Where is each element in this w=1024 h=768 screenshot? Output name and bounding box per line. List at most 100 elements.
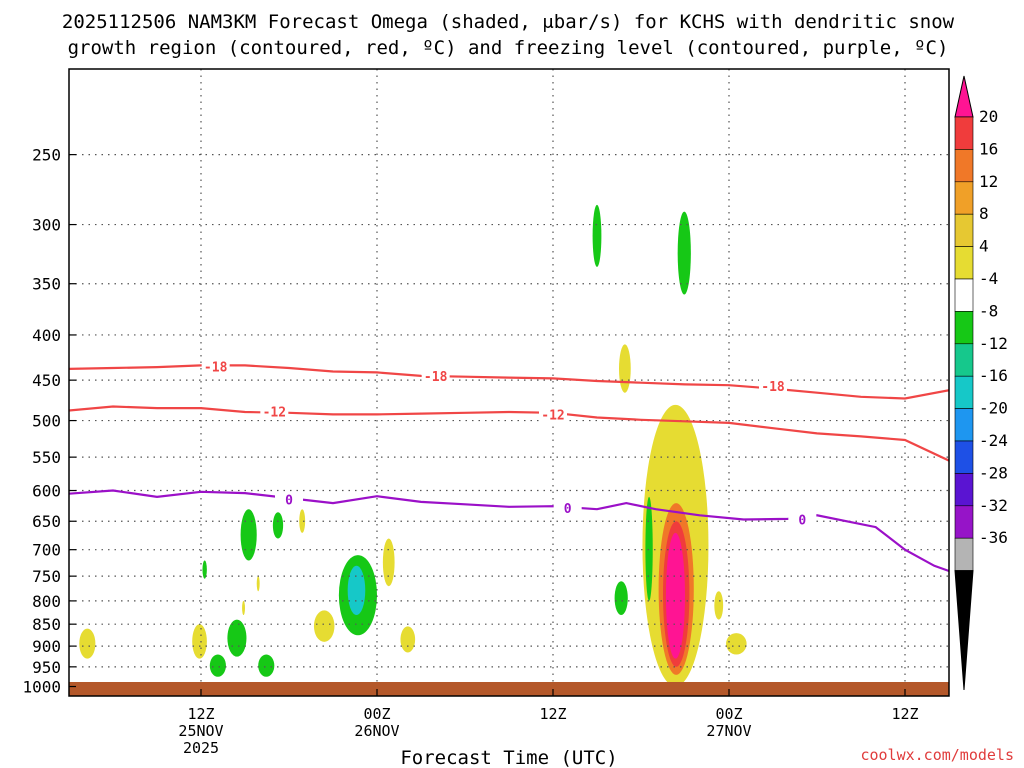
colorbar-bottom-arrow <box>954 570 974 691</box>
colorbar-segment-5 <box>954 278 974 312</box>
omega-feature-4 <box>645 496 653 601</box>
omega-feature-18 <box>227 619 247 657</box>
y-tick-label-300: 300 <box>32 216 61 235</box>
contour-label-bg-0-1 <box>421 367 450 384</box>
contour-label-bg-0-2 <box>759 378 787 395</box>
y-tick-label-1000: 1000 <box>22 678 61 697</box>
contour-label-2-2: 0 <box>798 513 806 528</box>
omega-feature-9 <box>677 211 691 295</box>
omega-feature-8 <box>726 633 747 655</box>
contour-label-1-1: -12 <box>541 408 564 423</box>
contour-label-bg-1-0 <box>260 403 289 420</box>
colorbar-label-11: -28 <box>979 463 1008 482</box>
x-tick-label-42-1: 27NOV <box>706 722 751 740</box>
omega-feature-6 <box>714 591 724 620</box>
omega-colorbar: 20 16 12 8 4 -4 -8 -12 -16 -20 -24 -28 -32 -36 <box>954 75 1008 691</box>
omega-feature-5 <box>614 581 628 616</box>
omega-shading <box>79 204 747 687</box>
contour-label-0-0: -18 <box>204 360 228 375</box>
omega-feature-25 <box>256 576 260 592</box>
omega-feature-15 <box>240 509 257 561</box>
y-tick-label-450: 450 <box>32 371 61 390</box>
x-tick-label-18-1: 26NOV <box>354 722 399 740</box>
x-tick-label-6-0: 12Z <box>187 705 214 723</box>
pressure-axis-ticks: 250 300 350 400 450 500 550 600 650 700 750 800 850 9… <box>22 146 76 697</box>
y-tick-label-550: 550 <box>32 448 61 467</box>
contour-label-2-1: 0 <box>564 502 572 517</box>
contour-label-bg-0-0 <box>201 358 230 375</box>
colorbar-label-5: -4 <box>979 269 998 288</box>
y-tick-label-800: 800 <box>32 592 61 611</box>
omega-feature-10 <box>592 204 602 267</box>
omega-feature-21 <box>202 560 207 579</box>
x-tick-label-6-2: 2025 <box>183 739 219 757</box>
y-tick-label-900: 900 <box>32 637 61 656</box>
colorbar-segment-8 <box>954 375 974 409</box>
colorbar-label-9: -20 <box>979 399 1008 418</box>
contour-label-0-2: -18 <box>761 380 785 395</box>
x-tick-label-18-0: 00Z <box>363 705 390 723</box>
y-tick-label-600: 600 <box>32 482 61 501</box>
x-tick-label-30-0: 12Z <box>539 705 566 723</box>
y-tick-label-750: 750 <box>32 567 61 586</box>
colorbar-label-8: -16 <box>979 366 1008 385</box>
y-tick-label-650: 650 <box>32 512 61 531</box>
colorbar-segment-1 <box>954 149 974 183</box>
chart-title-line-2: growth region (contoured, red, ºC) and f… <box>68 37 949 59</box>
colorbar-segment-12 <box>954 505 974 539</box>
contour-label-bg-2-1 <box>553 500 582 517</box>
omega-feature-14 <box>313 610 335 642</box>
colorbar-label-3: 8 <box>979 204 989 223</box>
colorbar-segment-10 <box>954 440 974 474</box>
colorbar-label-7: -12 <box>979 334 1008 353</box>
colorbar-label-13: -36 <box>979 528 1008 547</box>
omega-feature-3 <box>665 532 685 659</box>
y-tick-label-400: 400 <box>32 326 61 345</box>
contour-label-bg-2-0 <box>275 491 303 508</box>
y-tick-label-350: 350 <box>32 275 61 294</box>
colorbar-segment-6 <box>954 311 974 345</box>
chart-title-line-1: 2025112506 NAM3KM Forecast Omega (shaded… <box>62 11 955 33</box>
x-tick-label-42-0: 00Z <box>715 705 742 723</box>
plot-frame <box>68 68 950 697</box>
contour-label-bg-2-2 <box>788 511 817 528</box>
omega-feature-20 <box>192 624 207 659</box>
colorbar-top-arrow <box>954 75 974 118</box>
y-tick-label-250: 250 <box>32 146 61 165</box>
temperature-contours: -18 -18 -18 -12 -12 0 0 0 <box>69 358 949 573</box>
colorbar-segment-2 <box>954 181 974 215</box>
y-tick-label-700: 700 <box>32 541 61 560</box>
x-tick-label-54-0: 12Z <box>891 705 918 723</box>
omega-feature-23 <box>400 626 416 653</box>
colorbar-label-4: 4 <box>979 237 989 256</box>
contour-label-0-1: -18 <box>424 370 448 385</box>
omega-feature-17 <box>299 509 306 533</box>
colorbar-segment-9 <box>954 408 974 442</box>
colorbar-segment-13 <box>954 537 974 571</box>
x-axis-label: Forecast Time (UTC) <box>400 747 617 768</box>
omega-feature-16 <box>272 512 284 539</box>
colorbar-segment-3 <box>954 213 974 247</box>
y-tick-label-500: 500 <box>32 412 61 431</box>
colorbar-segment-4 <box>954 246 974 280</box>
contour-label-2-0: 0 <box>285 493 293 508</box>
contour-label-1-0: -12 <box>263 405 286 420</box>
colorbar-label-6: -8 <box>979 301 998 320</box>
x-tick-label-6-1: 25NOV <box>178 722 223 740</box>
colorbar-label-0: 20 <box>979 107 998 126</box>
y-tick-label-850: 850 <box>32 615 61 634</box>
contour-label-bg-1-1 <box>539 406 567 423</box>
omega-feature-7 <box>619 344 631 393</box>
omega-feature-13 <box>382 538 395 587</box>
omega-feature-19 <box>209 654 226 677</box>
colorbar-segment-11 <box>954 473 974 507</box>
colorbar-label-2: 12 <box>979 172 998 191</box>
y-tick-label-950: 950 <box>32 658 61 677</box>
colorbar-label-1: 16 <box>979 139 998 158</box>
colorbar-segment-0 <box>954 116 974 150</box>
colorbar-label-10: -24 <box>979 431 1008 450</box>
colorbar-label-12: -32 <box>979 496 1008 515</box>
contour-line-1 <box>69 405 949 462</box>
